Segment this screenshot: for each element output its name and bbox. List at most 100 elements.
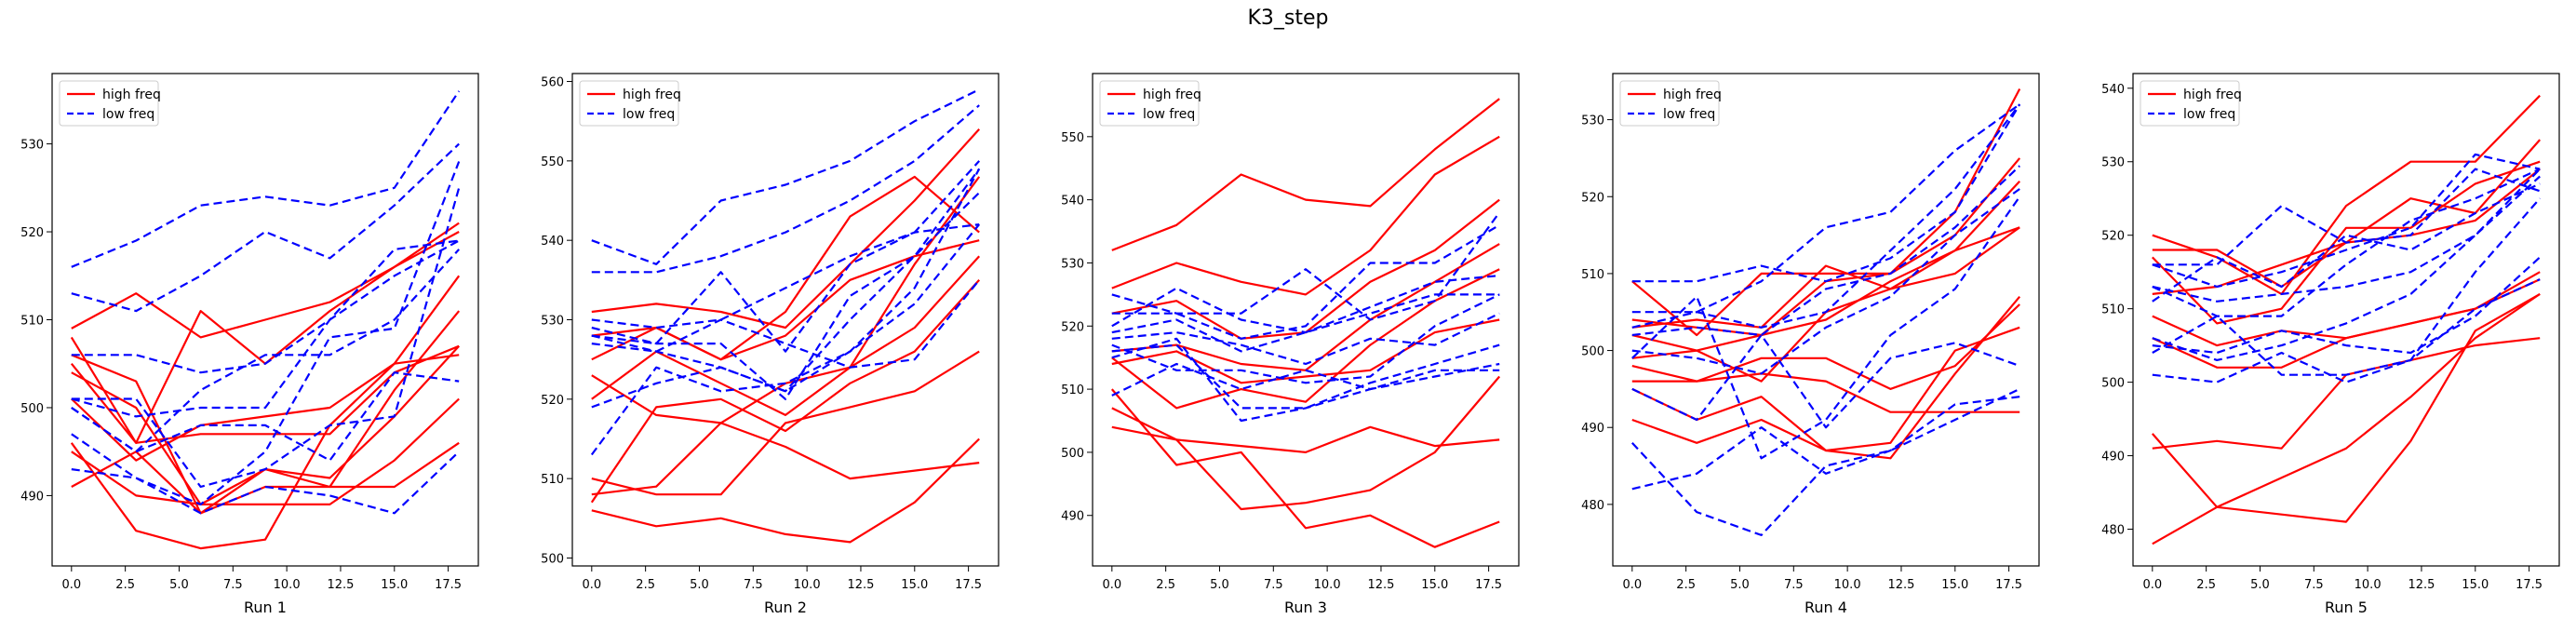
series-line-high-7	[590, 279, 981, 504]
series-line-high-9	[1111, 425, 1500, 453]
series-line-low-10	[1631, 103, 2021, 283]
series-line-high-8	[2152, 337, 2541, 450]
x-tick-label: 2.5	[2196, 578, 2216, 592]
x-tick-label: 17.5	[1475, 578, 1502, 592]
y-tick-label: 550	[541, 155, 564, 169]
y-tick-label: 530	[2101, 156, 2125, 170]
series-line-low-10	[1111, 211, 1501, 321]
x-tick-label: 5.0	[169, 578, 189, 592]
legend-label-high: high freq	[623, 87, 681, 102]
series-line-high-7	[2151, 292, 2541, 523]
series-line-low-12	[2152, 168, 2541, 317]
series-line-low-15	[1111, 293, 1500, 384]
series-line-low-15	[71, 371, 460, 462]
y-tick-label: 500	[20, 402, 44, 416]
x-tick-label: 5.0	[1210, 578, 1229, 592]
y-tick-label: 500	[1061, 447, 1084, 461]
y-tick-label: 500	[2101, 377, 2125, 391]
series-line-high-6	[1631, 303, 2020, 390]
y-tick-label: 510	[541, 473, 564, 487]
series-line-high-7	[1631, 372, 2020, 413]
y-tick-label: 490	[1581, 422, 1604, 436]
panels: 0.0 2.5 5.0 7.5 10.0 12.5 15.0 17.5 490 500 510 520…	[20, 73, 2560, 616]
series-line-low-15	[1631, 195, 2021, 460]
series-line-low-12	[1631, 103, 2021, 329]
x-tick-label: 10.0	[1314, 578, 1341, 592]
y-tick-label: 530	[1061, 257, 1084, 271]
x-tick-label: 5.0	[2250, 578, 2270, 592]
series-line-high-1	[1111, 98, 1500, 251]
series-line-low-11	[71, 142, 460, 313]
y-tick-label: 490	[2101, 451, 2125, 464]
x-axis-label: Run 2	[764, 599, 807, 616]
y-tick-label: 520	[541, 394, 564, 408]
x-tick-label: 15.0	[2462, 578, 2489, 592]
x-tick-label: 17.5	[1995, 578, 2022, 592]
series-line-low-16	[71, 433, 460, 515]
x-tick-label: 10.0	[794, 578, 821, 592]
chart-panel-4: 0.0 2.5 5.0 7.5 10.0 12.5 15.0 17.5 480 490 500 510…	[1581, 73, 2040, 616]
series-line-low-12	[71, 239, 460, 374]
legend: high freq low freq	[579, 80, 681, 127]
y-tick-label: 500	[541, 552, 564, 566]
x-tick-label: 0.0	[582, 578, 601, 592]
axes-frame	[1612, 73, 2040, 567]
series-line-low-11	[1111, 223, 1500, 340]
x-tick-label: 7.5	[2304, 578, 2324, 592]
x-tick-label: 12.5	[327, 578, 354, 592]
series-line-low-13	[1631, 165, 2020, 337]
series-line-high-3	[2152, 160, 2541, 325]
series-line-low-16	[591, 279, 981, 369]
x-axis-label: Run 1	[244, 599, 287, 616]
series-line-low-14	[591, 160, 981, 353]
y-tick-label: 530	[20, 139, 44, 153]
x-tick-label: 17.5	[2516, 578, 2542, 592]
series-line-low-14	[1631, 188, 2020, 375]
series-line-high-9	[1631, 326, 2020, 452]
series-line-high-1	[71, 222, 460, 339]
series-line-low-16	[1111, 343, 1500, 410]
series-line-low-17	[591, 223, 981, 409]
series-line-low-17	[1630, 387, 2020, 537]
y-tick-label: 510	[2101, 303, 2125, 317]
x-tick-label: 7.5	[223, 578, 243, 592]
legend-box	[2140, 80, 2240, 127]
x-tick-label: 15.0	[901, 578, 928, 592]
legend-box	[59, 80, 159, 127]
series-line-low-18	[2152, 197, 2542, 384]
series-line-high-6	[1111, 318, 1500, 384]
series-line-high-4	[1111, 243, 1500, 371]
legend: high freq low freq	[2140, 80, 2242, 127]
x-tick-label: 10.0	[2355, 578, 2381, 592]
legend-label-high: high freq	[1143, 87, 1201, 102]
y-tick-label: 530	[1581, 114, 1604, 128]
series-line-high-3	[591, 175, 980, 361]
x-tick-label: 10.0	[1834, 578, 1861, 592]
series-line-low-12	[1111, 274, 1500, 334]
x-tick-label: 12.5	[1887, 578, 1914, 592]
series-line-high-9	[2152, 292, 2541, 545]
x-tick-label: 7.5	[1784, 578, 1804, 592]
legend: high freq low freq	[59, 80, 161, 127]
y-tick-label: 510	[1061, 384, 1084, 397]
y-tick-label: 510	[20, 315, 44, 329]
legend-label-high: high freq	[2183, 87, 2242, 102]
axes-frame	[2132, 73, 2560, 567]
x-tick-label: 12.5	[2408, 578, 2435, 592]
series-line-high-9	[71, 441, 460, 515]
series-line-low-16	[2152, 256, 2541, 355]
y-tick-label: 490	[1061, 510, 1084, 524]
axes-frame	[1092, 73, 1520, 567]
x-tick-label: 2.5	[636, 578, 655, 592]
x-tick-label: 7.5	[744, 578, 763, 592]
y-tick-label: 510	[1581, 268, 1604, 282]
x-tick-label: 12.5	[847, 578, 874, 592]
series-line-high-6	[2152, 271, 2541, 369]
series-line-high-6	[591, 350, 980, 496]
series-line-low-15	[591, 192, 980, 400]
series-line-high-2	[1111, 135, 1500, 296]
x-axis-label: Run 4	[1805, 599, 1847, 616]
series-line-high-5	[1111, 268, 1500, 410]
legend-box	[1619, 80, 1720, 127]
x-tick-label: 15.0	[1941, 578, 1968, 592]
